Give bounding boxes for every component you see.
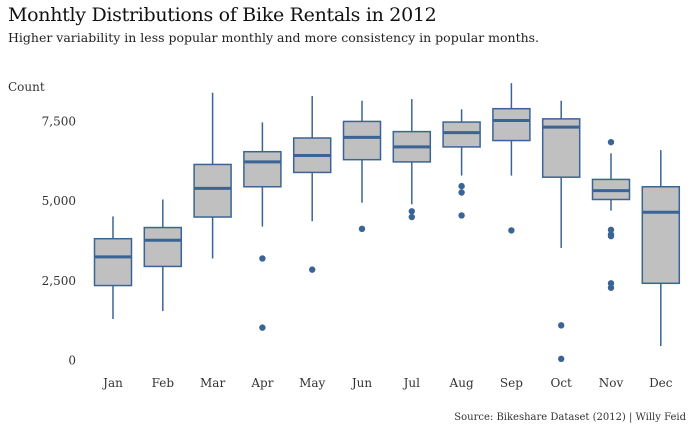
outlier-point <box>607 138 615 146</box>
y-tick-label: 2,500 <box>42 274 76 288</box>
box-series <box>93 83 681 363</box>
y-axis-label: Count <box>8 80 45 94</box>
outlier-point <box>309 266 316 273</box>
iqr-box <box>342 120 382 161</box>
box-apr <box>243 122 282 331</box>
x-axis-ticks: Jan Feb Mar Apr May Jun Jul Aug Sep Oct Nov Dec <box>101 376 673 390</box>
iqr-box <box>143 226 183 268</box>
x-tick-label: May <box>299 376 325 390</box>
outlier-point <box>458 212 465 219</box>
outlier-point <box>259 255 266 262</box>
box-jul <box>392 99 432 221</box>
y-tick-label: 7,500 <box>42 114 76 128</box>
x-tick-label: Sep <box>500 376 523 390</box>
outlier-point <box>558 322 565 329</box>
box-oct <box>541 100 581 363</box>
x-tick-label: Jun <box>350 376 373 390</box>
outlier-point <box>458 182 465 190</box>
box-mar <box>193 92 232 259</box>
outlier-point <box>508 227 515 234</box>
iqr-box <box>243 150 282 188</box>
x-tick-label: Aug <box>449 376 474 390</box>
box-jan <box>93 216 133 320</box>
x-tick-label: Jan <box>101 376 123 390</box>
chart-subtitle: Higher variability in less popular month… <box>8 30 540 45</box>
outlier-point <box>458 189 465 196</box>
x-tick-label: Feb <box>152 376 175 390</box>
box-nov <box>591 138 631 291</box>
y-tick-label: 5,000 <box>42 194 76 208</box>
outlier-point <box>408 208 415 215</box>
iqr-box <box>193 163 232 218</box>
outlier-point <box>607 280 615 287</box>
outlier-point <box>358 225 366 233</box>
iqr-box <box>641 186 681 285</box>
x-tick-label: Mar <box>200 376 225 390</box>
outlier-point <box>408 213 415 221</box>
y-axis-ticks: 0 2,500 5,000 7,500 <box>42 114 76 367</box>
x-tick-label: Jul <box>402 376 421 390</box>
box-aug <box>442 109 481 219</box>
outlier-point <box>259 324 266 331</box>
box-feb <box>143 199 183 312</box>
x-tick-label: Nov <box>599 376 624 390</box>
chart-title: Monhtly Distributions of Bike Rentals in… <box>8 4 437 26</box>
x-tick-label: Oct <box>551 376 573 390</box>
chart-caption: Source: Bikeshare Dataset (2012) | Willy… <box>454 412 686 423</box>
iqr-box <box>442 121 481 148</box>
x-tick-label: Dec <box>649 376 673 390</box>
iqr-box <box>492 107 531 142</box>
box-jun <box>342 100 382 233</box>
outlier-point <box>607 226 615 233</box>
box-sep <box>492 83 531 234</box>
x-tick-label: Apr <box>250 376 273 390</box>
outlier-point <box>607 232 615 240</box>
box-dec <box>641 150 681 347</box>
iqr-box <box>93 237 133 287</box>
y-tick-label: 0 <box>68 353 76 367</box>
outlier-point <box>607 284 615 291</box>
box-may <box>292 95 332 273</box>
outlier-point <box>558 355 565 363</box>
